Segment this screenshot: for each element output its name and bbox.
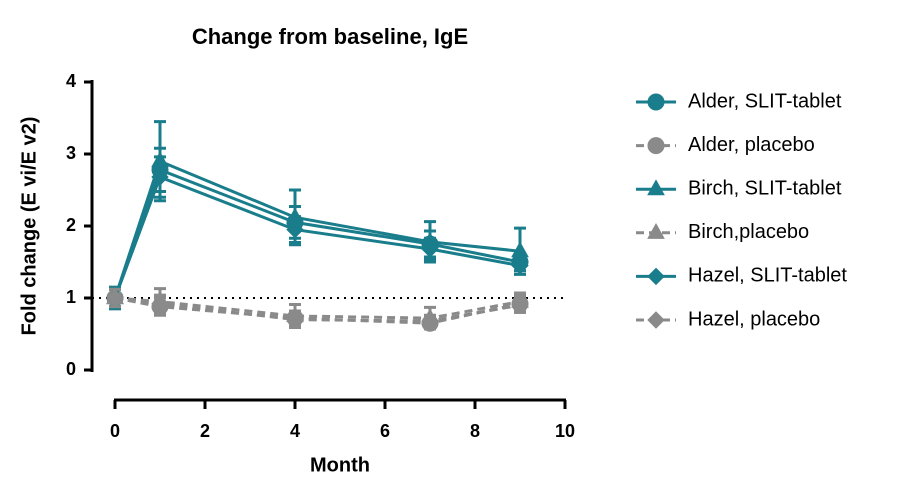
series-line: [114, 296, 521, 320]
x-tick-label: 6: [380, 421, 390, 441]
series: [106, 120, 529, 311]
legend-label: Hazel, placebo: [688, 308, 820, 330]
marker: [151, 168, 169, 186]
x-tick-label: 0: [110, 421, 120, 441]
y-tick-label: 4: [66, 71, 76, 91]
legend-label: Birch, SLIT-tablet: [688, 177, 842, 199]
marker: [511, 296, 529, 314]
marker: [286, 220, 304, 239]
x-tick-label: 2: [200, 421, 210, 441]
series-line: [113, 175, 521, 299]
legend-label: Alder, placebo: [688, 134, 815, 156]
series-line: [114, 296, 521, 323]
chart-title: Change from baseline, IgE: [192, 24, 468, 49]
series-line: [114, 296, 521, 325]
marker: [647, 222, 665, 239]
x-axis-label: Month: [310, 454, 370, 476]
marker: [421, 240, 439, 258]
marker: [286, 310, 304, 329]
y-axis-label: Fold change (E vi/E v2): [18, 117, 40, 336]
series: [106, 287, 529, 330]
y-tick-label: 3: [66, 143, 76, 163]
y-tick-label: 0: [66, 359, 76, 379]
series: [106, 155, 529, 309]
y-tick-label: 2: [66, 215, 76, 235]
marker: [647, 137, 665, 155]
legend-label: Birch,placebo: [688, 221, 809, 243]
x-tick-label: 8: [470, 421, 480, 441]
marker: [647, 179, 665, 196]
x-tick-label: 4: [290, 421, 300, 441]
marker: [421, 312, 439, 330]
marker: [647, 93, 665, 111]
marker: [106, 289, 124, 307]
series: [106, 285, 529, 332]
marker: [511, 256, 529, 275]
x-tick-label: 10: [555, 421, 575, 441]
series: [106, 146, 529, 309]
y-tick-label: 1: [66, 287, 76, 307]
marker: [647, 311, 665, 329]
marker: [647, 267, 665, 286]
legend-label: Alder, SLIT-tablet: [688, 90, 842, 112]
marker: [151, 295, 169, 313]
legend-label: Hazel, SLIT-tablet: [688, 265, 847, 287]
